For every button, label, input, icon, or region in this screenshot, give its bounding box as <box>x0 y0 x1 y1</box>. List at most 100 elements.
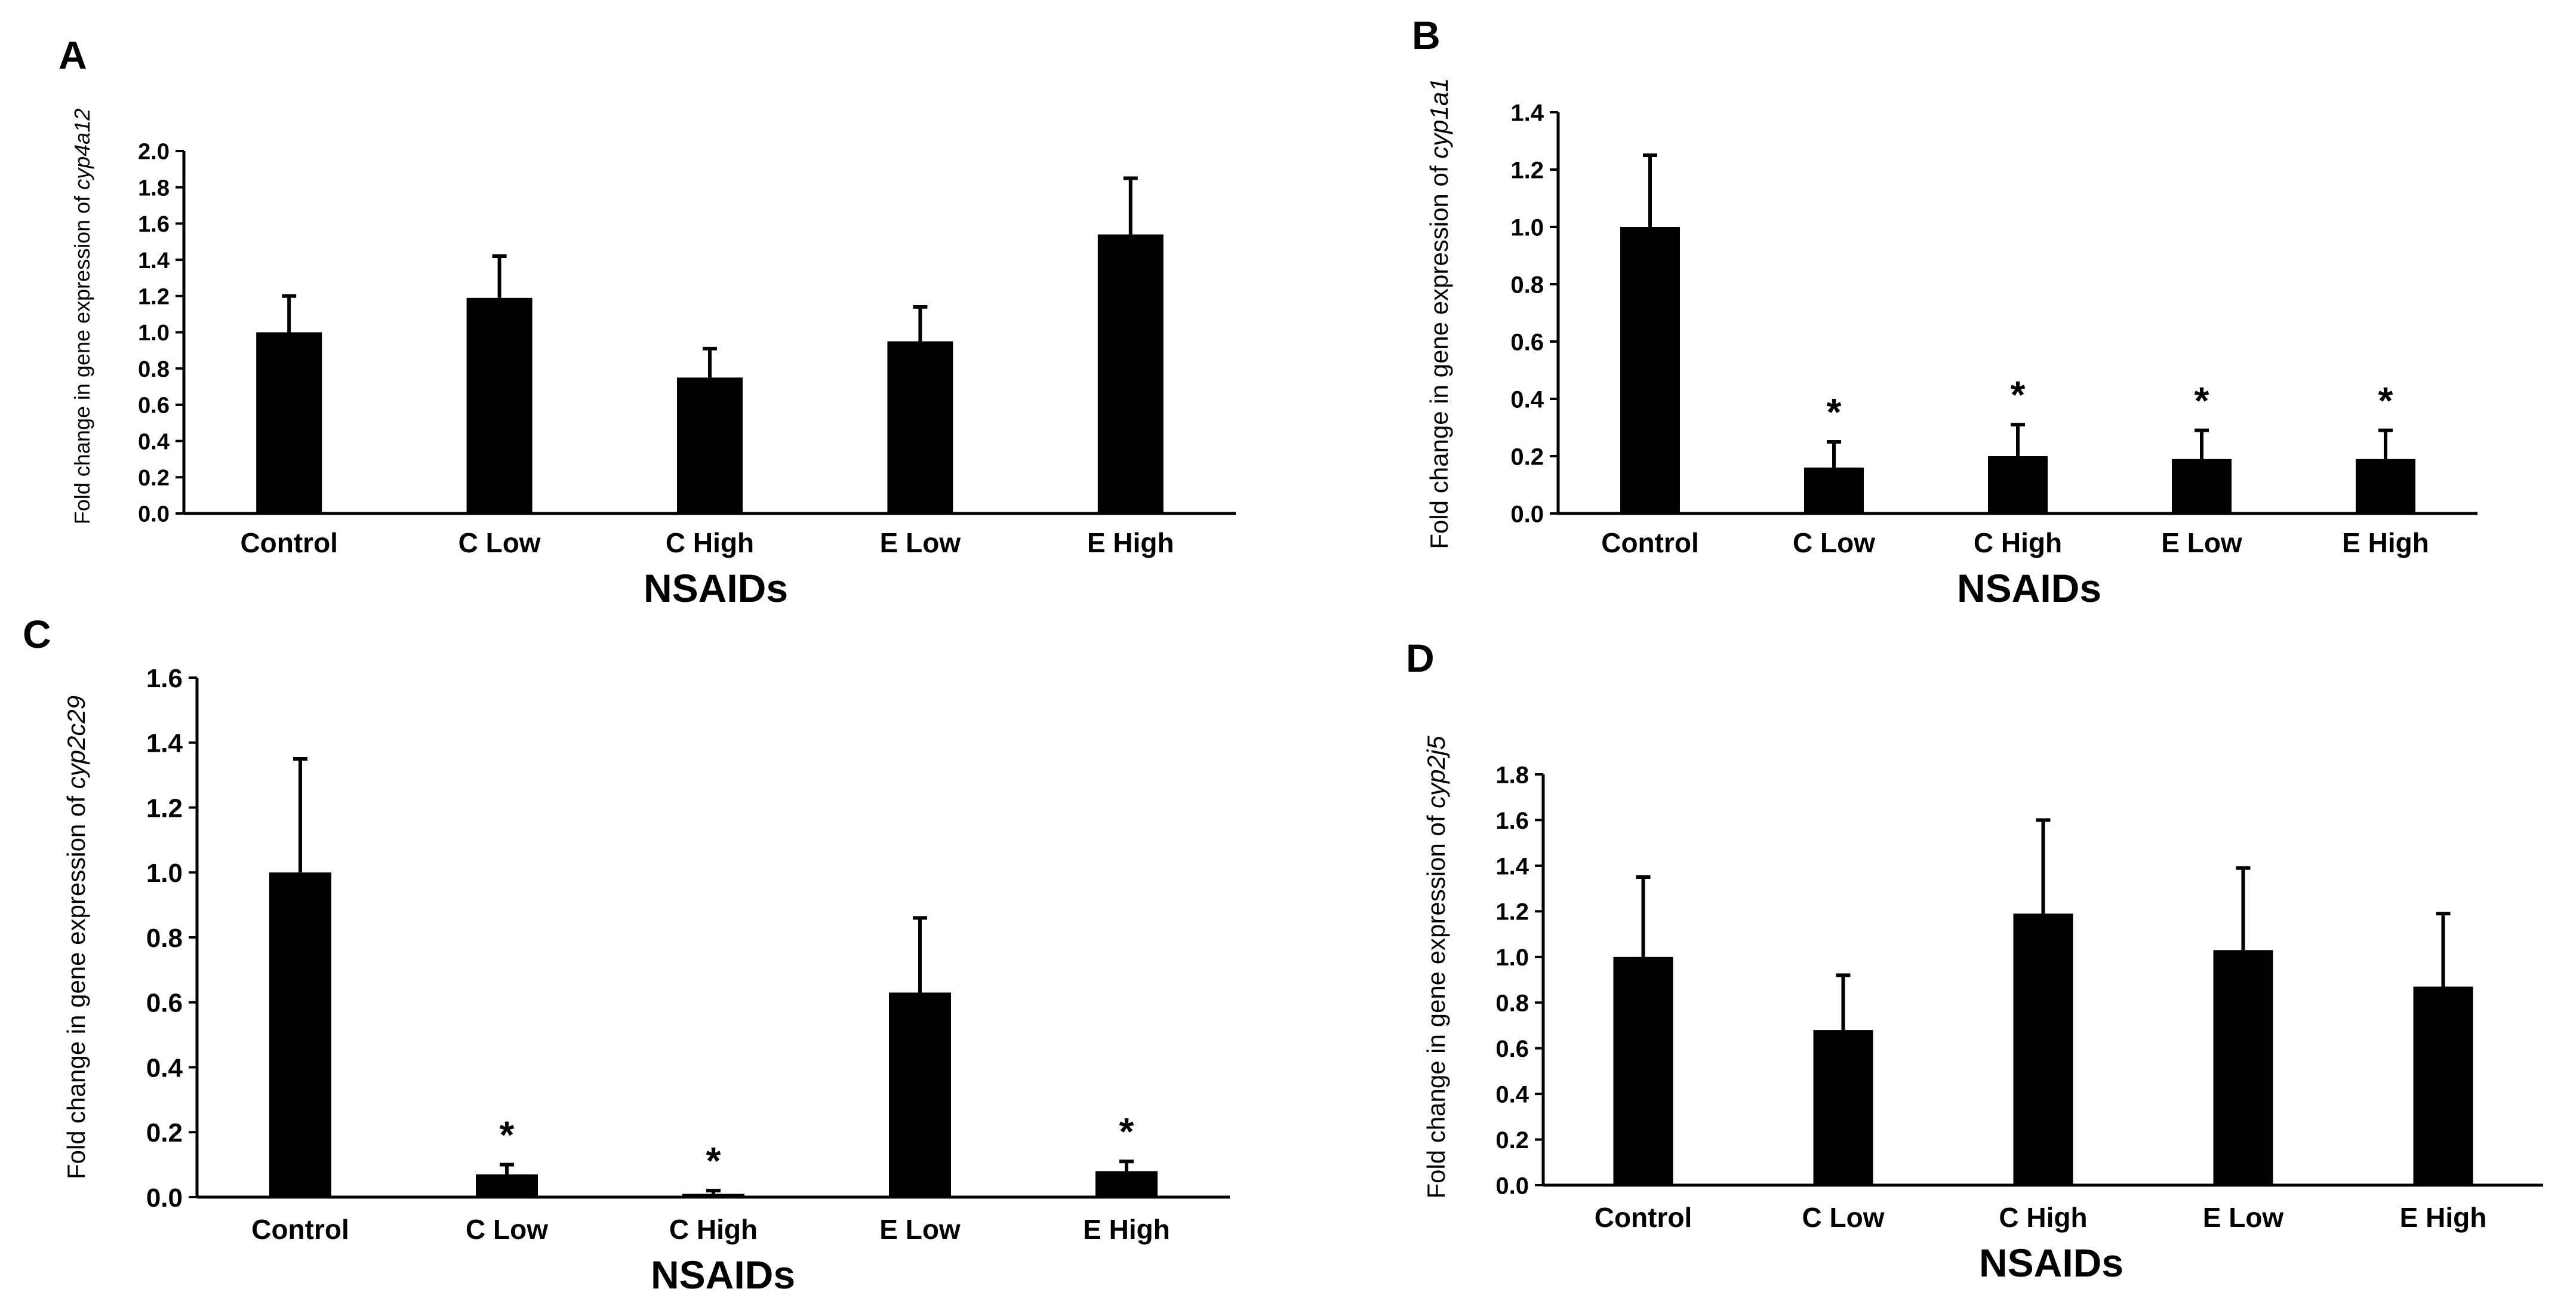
panel-c-y-tick-label: 1.4 <box>146 729 183 758</box>
panel-b-y-tick-label: 1.2 <box>1510 157 1544 183</box>
panel-c-y-title: Fold change in gene expression of cyp2c2… <box>62 696 90 1179</box>
panel-b-y-tick-label: 1.4 <box>1510 100 1544 126</box>
panel-c: C 0.0 0.2 0.4 0.6 0.8 1.0 1.2 1.4 1.6 Control * C Lo… <box>23 612 1230 1297</box>
panel-d-y-title-gene: cyp2j5 <box>1422 736 1450 808</box>
panel-c-sig-e-high: * <box>1119 1110 1134 1153</box>
panel-c-sig-c-low: * <box>500 1114 515 1157</box>
panel-c-bar-c-high <box>682 1194 744 1197</box>
panel-a-x-title: NSAIDs <box>644 566 788 610</box>
panel-a-y-tick-label: 1.6 <box>138 212 170 237</box>
panel-d-y-tick-label: 0.0 <box>1495 1173 1529 1199</box>
panel-d-category-label: C Low <box>1802 1202 1885 1233</box>
panel-d-x-title: NSAIDs <box>1979 1241 2123 1285</box>
panel-a-category-label: Control <box>240 527 338 558</box>
panel-d-y-tick-label: 0.6 <box>1495 1036 1529 1062</box>
panel-a: A 0.0 0.2 0.4 0.6 0.8 1.0 1.2 1.4 1.6 1.8 2.0 Contro… <box>59 33 1236 610</box>
panel-b-y-tick-label: 0.0 <box>1510 501 1544 527</box>
panel-c-category-label: E High <box>1083 1214 1170 1245</box>
panel-b: B 0.0 0.2 0.4 0.6 0.8 1.0 1.2 1.4 Control * C Low * C… <box>1412 13 2477 610</box>
panel-a-bar-control <box>256 332 322 513</box>
panel-d-bar-e-high <box>2413 986 2473 1185</box>
panel-a-y-tick-label: 0.8 <box>138 357 170 382</box>
panel-a-y-tick-label: 0.0 <box>138 502 170 527</box>
panel-b-y-title-text: Fold change in gene expression of <box>1425 159 1453 549</box>
panel-d-bar-control <box>1613 956 1673 1185</box>
panel-d-bar-c-low <box>1813 1030 1873 1185</box>
panel-d-y-tick-label: 1.2 <box>1495 899 1529 925</box>
panel-c-y-tick-label: 0.2 <box>146 1118 183 1148</box>
panel-c-y-tick-label: 0.6 <box>146 989 183 1018</box>
panel-b-category-label: E Low <box>2161 527 2242 558</box>
panel-a-y-tick-label: 0.4 <box>138 429 170 454</box>
panel-c-y-tick-label: 0.4 <box>146 1053 183 1082</box>
panel-c-letter: C <box>23 612 51 656</box>
panel-a-category-label: E Low <box>880 527 961 558</box>
panel-b-sig-c-high: * <box>2011 373 2026 416</box>
panel-c-y-tick-label: 1.6 <box>146 664 183 693</box>
panel-c-bar-e-high <box>1095 1171 1158 1197</box>
panel-a-bar-c-low <box>466 297 533 513</box>
panel-d-y-tick-label: 1.8 <box>1495 762 1529 788</box>
panel-a-bar-c-high <box>677 377 743 513</box>
panel-b-y-tick-label: 1.0 <box>1510 214 1544 241</box>
panel-c-y-tick-label: 0.0 <box>146 1183 183 1213</box>
panel-a-y-title: Fold change in gene expression of cyp4a1… <box>70 109 94 524</box>
panel-b-x-title: NSAIDs <box>1957 566 2101 610</box>
panel-a-y-tick-label: 1.0 <box>138 321 170 346</box>
panel-b-y-title: Fold change in gene expression of cyp1a1 <box>1425 78 1453 549</box>
panel-d-bar-c-high <box>2013 914 2073 1185</box>
panel-c-category-label: Control <box>251 1214 349 1245</box>
panel-d-y-title: Fold change in gene expression of cyp2j5 <box>1422 736 1450 1199</box>
panel-b-category-label: Control <box>1601 527 1699 558</box>
panel-b-sig-c-low: * <box>1827 390 1842 433</box>
panel-d-y-tick-label: 1.0 <box>1495 945 1529 971</box>
panel-b-y-tick-label: 0.4 <box>1510 386 1544 413</box>
panel-c-category-label: C High <box>669 1214 758 1245</box>
panel-d: D 0.0 0.2 0.4 0.6 0.8 1.0 1.2 1.4 1.6 1.8 Control C … <box>1406 636 2543 1285</box>
panel-c-y-title-text: Fold change in gene expression of <box>62 789 90 1179</box>
panel-d-y-tick-label: 0.4 <box>1495 1082 1529 1108</box>
panel-a-category-label: C Low <box>458 527 541 558</box>
panel-b-category-label: E High <box>2342 527 2429 558</box>
panel-c-bar-c-low <box>476 1174 538 1197</box>
panel-d-y-tick-label: 1.4 <box>1495 853 1529 879</box>
panel-b-bar-c-high <box>1988 456 2048 513</box>
panel-c-category-label: C Low <box>466 1214 548 1245</box>
panel-b-category-label: C Low <box>1793 527 1875 558</box>
panel-d-y-tick-label: 0.8 <box>1495 991 1529 1017</box>
panel-c-category-label: E Low <box>879 1214 961 1245</box>
panel-d-y-tick-label: 0.2 <box>1495 1127 1529 1154</box>
panel-c-bar-e-low <box>889 992 951 1197</box>
panel-a-bar-e-low <box>887 341 953 513</box>
panel-a-letter: A <box>59 33 87 77</box>
panel-a-y-tick-label: 1.4 <box>138 248 170 273</box>
panel-d-category-label: E Low <box>2203 1202 2284 1233</box>
panel-b-category-label: C High <box>1974 527 2062 558</box>
panel-b-sig-e-low: * <box>2195 379 2209 422</box>
panel-a-y-title-text: Fold change in gene expression of <box>70 190 94 524</box>
panel-b-sig-e-high: * <box>2378 379 2393 422</box>
panel-a-y-tick-label: 2.0 <box>138 140 170 165</box>
panel-c-sig-c-high: * <box>706 1139 721 1182</box>
panel-d-category-label: C High <box>1999 1202 2087 1233</box>
panel-b-bar-e-high <box>2356 459 2415 513</box>
panel-d-bar-e-low <box>2213 950 2273 1185</box>
panel-a-category-label: E High <box>1087 527 1174 558</box>
panel-a-y-tick-label: 1.2 <box>138 284 170 309</box>
panel-a-category-label: C High <box>666 527 754 558</box>
panel-c-x-title: NSAIDs <box>651 1253 795 1297</box>
panel-b-bar-control <box>1620 227 1680 513</box>
panel-a-y-title-gene: cyp4a12 <box>70 109 94 190</box>
panel-b-y-tick-label: 0.6 <box>1510 329 1544 355</box>
panel-b-bar-c-low <box>1804 468 1864 513</box>
panel-c-y-tick-label: 0.8 <box>146 924 183 953</box>
panel-a-y-tick-label: 0.2 <box>138 466 170 491</box>
panel-d-letter: D <box>1406 636 1435 680</box>
panel-d-category-label: Control <box>1595 1202 1692 1233</box>
panel-c-y-tick-label: 1.0 <box>146 859 183 888</box>
panel-c-y-tick-label: 1.2 <box>146 793 183 823</box>
panel-d-category-label: E High <box>2400 1202 2487 1233</box>
panel-c-bar-control <box>269 872 331 1197</box>
